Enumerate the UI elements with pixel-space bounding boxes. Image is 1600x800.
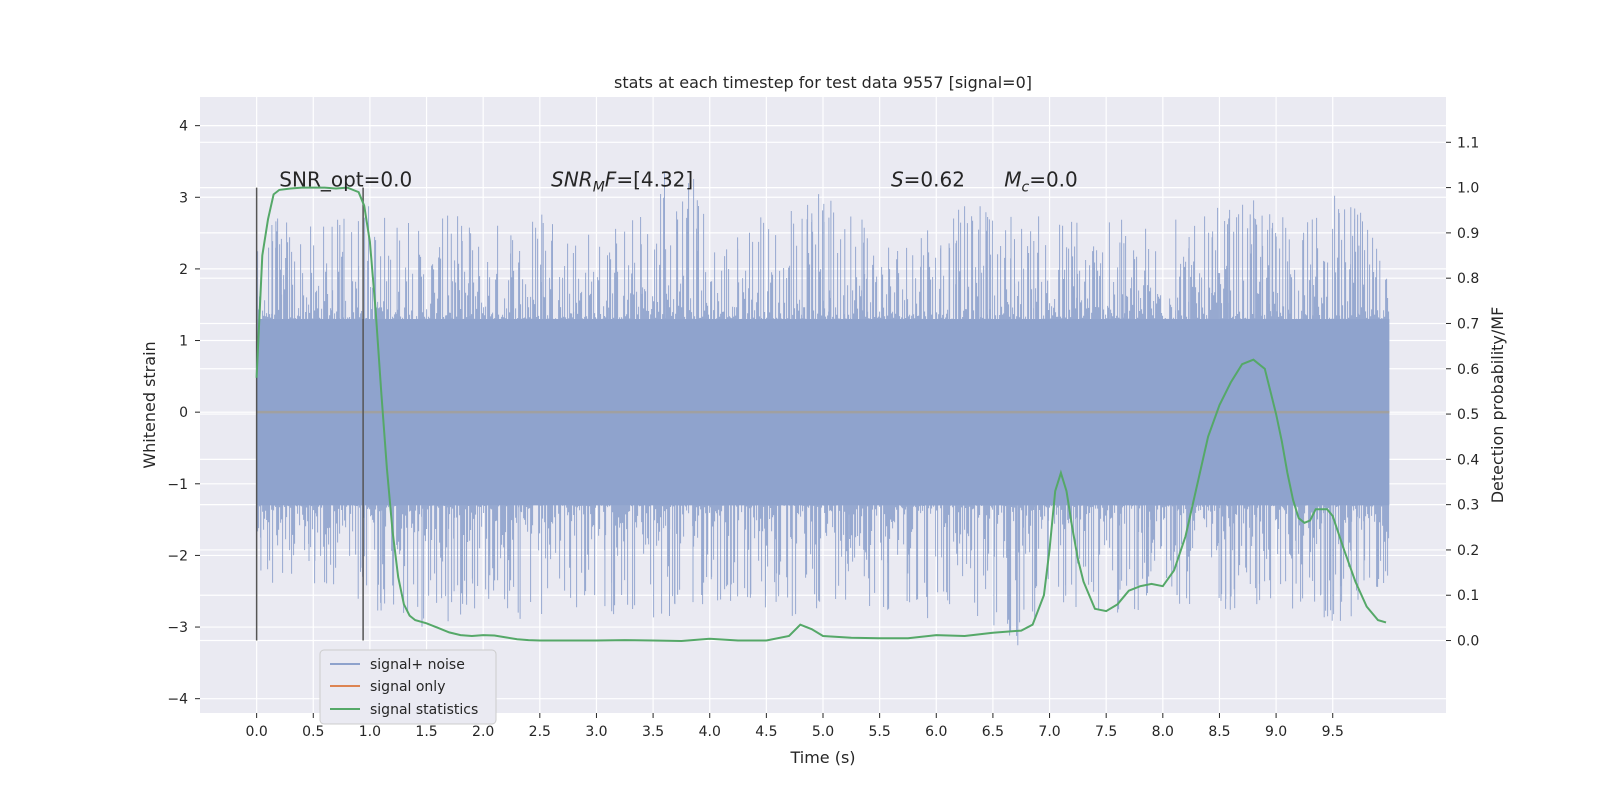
x-tick-label-19: 9.5 [1322, 724, 1344, 740]
y2-tick-label-11: 0.0 [1457, 634, 1479, 650]
y-tick-label-3: 1 [179, 334, 188, 350]
x-tick-label-3: 1.5 [415, 724, 437, 740]
overlay-lines [255, 186, 1390, 643]
signal-statistics-line [255, 186, 1387, 643]
y-tick-label-0: 4 [179, 119, 188, 135]
y2-tick-label-9: 0.2 [1457, 543, 1479, 559]
y-tick-label-2: 2 [179, 262, 188, 278]
x-tick-label-2: 1.0 [359, 724, 381, 740]
x-tick-label-4: 2.0 [472, 724, 494, 740]
y-tick-label-8: −4 [167, 692, 188, 708]
x-tick-label-8: 4.0 [699, 724, 721, 740]
y2-tick-label-5: 0.6 [1457, 362, 1479, 378]
annotations: SNR_opt=0.0 SNRMF=[4.32] S=0.62 Mc=0.0 [279, 168, 1077, 196]
x-ticks: 0.0 0.5 1.0 1.5 2.0 2.5 3.0 3.5 4.0 4.5 5.0 5.5 6.0 6… [246, 713, 1344, 740]
x-tick-label-1: 0.5 [302, 724, 324, 740]
x-tick-label-9: 4.5 [755, 724, 777, 740]
annotation-0: SNR_opt=0.0 [279, 168, 412, 192]
y2-tick-label-0: 1.1 [1457, 135, 1479, 151]
y-tick-label-1: 3 [179, 190, 188, 206]
legend-label-noise: signal+ noise [370, 657, 465, 673]
x-tick-label-10: 5.0 [812, 724, 834, 740]
y-tick-label-7: −3 [167, 620, 188, 636]
x-tick-label-14: 7.0 [1038, 724, 1060, 740]
chart-title: stats at each timestep for test data 955… [614, 73, 1032, 92]
x-tick-label-16: 8.0 [1152, 724, 1174, 740]
legend: signal+ noise signal only signal statist… [319, 649, 497, 725]
y2-ticks: 1.1 1.0 0.9 0.8 0.7 0.6 0.5 0.4 0.3 0.2 0.1 0.0 [1446, 135, 1479, 650]
x-tick-label-6: 3.0 [585, 724, 607, 740]
y-tick-label-5: −1 [167, 477, 188, 493]
x-tick-label-13: 6.5 [982, 724, 1004, 740]
y-tick-label-6: −2 [167, 548, 188, 564]
y-ticks: 4 3 2 1 0 −1 −2 −3 −4 [167, 119, 200, 708]
y-axis-label: Whitened strain [140, 341, 159, 468]
x-tick-label-17: 8.5 [1208, 724, 1230, 740]
x-tick-label-0: 0.0 [246, 724, 268, 740]
annotation-1: SNRMF=[4.32] [551, 168, 693, 196]
annotation-2: S=0.62 [891, 168, 965, 192]
y2-tick-label-1: 1.0 [1457, 181, 1479, 197]
x-tick-label-5: 2.5 [529, 724, 551, 740]
y2-axis-label: Detection probability/MF [1488, 307, 1507, 504]
y2-tick-label-8: 0.3 [1457, 498, 1479, 514]
x-tick-label-7: 3.5 [642, 724, 664, 740]
x-tick-label-11: 5.5 [869, 724, 891, 740]
y2-tick-label-2: 0.9 [1457, 226, 1479, 242]
y-tick-label-4: 0 [179, 405, 188, 421]
legend-label-signal: signal only [370, 679, 445, 695]
y2-tick-label-4: 0.7 [1457, 316, 1479, 332]
y2-tick-label-6: 0.5 [1457, 407, 1479, 423]
x-tick-label-12: 6.0 [925, 724, 947, 740]
y2-tick-label-7: 0.4 [1457, 452, 1479, 468]
legend-label-statistics: signal statistics [370, 702, 478, 718]
annotation-3: Mc=0.0 [1004, 168, 1078, 196]
x-tick-label-15: 7.5 [1095, 724, 1117, 740]
x-axis-label: Time (s) [789, 748, 855, 767]
legend-box [319, 649, 497, 725]
y2-tick-label-10: 0.1 [1457, 588, 1479, 604]
x-tick-label-18: 9.0 [1265, 724, 1287, 740]
y2-tick-label-3: 0.8 [1457, 271, 1479, 287]
